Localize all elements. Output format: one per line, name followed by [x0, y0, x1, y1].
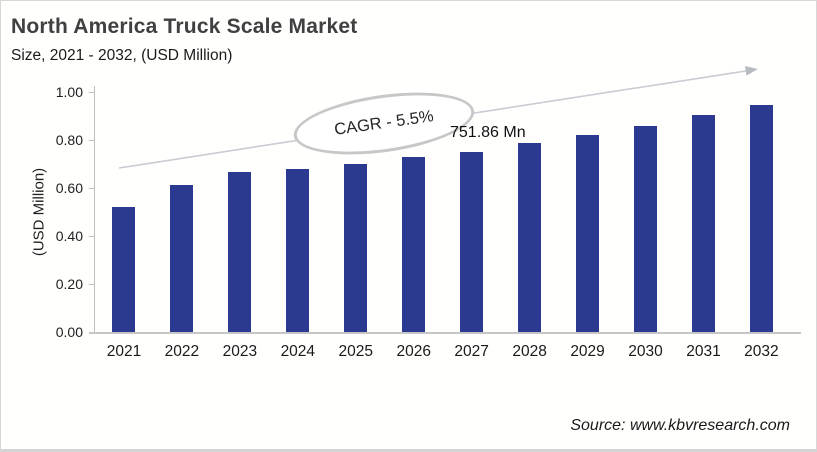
- y-tick-label: 0.80: [55, 132, 83, 148]
- x-tick-label-2027: 2027: [454, 343, 489, 360]
- y-tick-mark: [89, 140, 94, 141]
- y-tick-mark: [89, 92, 94, 93]
- cagr-label: CAGR - 5.5%: [333, 107, 435, 139]
- bar-2027: [460, 152, 484, 332]
- y-tick-label: 0.40: [55, 228, 83, 244]
- bar-2026: [402, 157, 426, 332]
- bar-2023: [228, 172, 252, 332]
- y-tick-mark: [89, 236, 94, 237]
- bar-2022: [170, 185, 194, 332]
- chart-subtitle: Size, 2021 - 2032, (USD Million): [11, 47, 233, 64]
- x-tick-label-2023: 2023: [222, 343, 258, 360]
- x-tick-label-2026: 2026: [396, 343, 431, 360]
- bar-2024: [286, 169, 310, 332]
- y-tick-label: 0.20: [55, 276, 83, 292]
- x-axis-line: [89, 332, 801, 334]
- x-tick-label-2028: 2028: [512, 343, 547, 360]
- bar-2028: [518, 143, 542, 332]
- source-text: Source: www.kbvresearch.com: [570, 417, 790, 434]
- bar-2025: [344, 164, 368, 332]
- x-tick-label-2021: 2021: [106, 343, 142, 360]
- x-tick-label-2031: 2031: [686, 343, 721, 360]
- y-axis-line: [94, 86, 95, 333]
- chart-title: North America Truck Scale Market: [11, 15, 358, 38]
- bar-2021: [112, 207, 136, 332]
- bar-2032: [749, 105, 773, 332]
- x-tick-label-2022: 2022: [164, 343, 200, 360]
- y-tick-mark: [89, 188, 94, 189]
- bar-2029: [576, 135, 600, 332]
- value-label-2027: 751.86 Mn: [450, 124, 526, 141]
- y-tick-label: 0.60: [55, 180, 83, 196]
- bar-2030: [634, 126, 658, 332]
- x-tick-label-2024: 2024: [280, 343, 316, 360]
- x-tick-label-2025: 2025: [338, 343, 373, 360]
- y-tick-mark: [89, 284, 94, 285]
- x-tick-label-2029: 2029: [570, 343, 605, 360]
- bar-2031: [691, 115, 715, 332]
- y-tick-label: 1.00: [55, 84, 83, 100]
- y-tick-label: 0.00: [55, 324, 83, 340]
- x-tick-label-2032: 2032: [744, 343, 779, 360]
- x-tick-label-2030: 2030: [628, 343, 663, 360]
